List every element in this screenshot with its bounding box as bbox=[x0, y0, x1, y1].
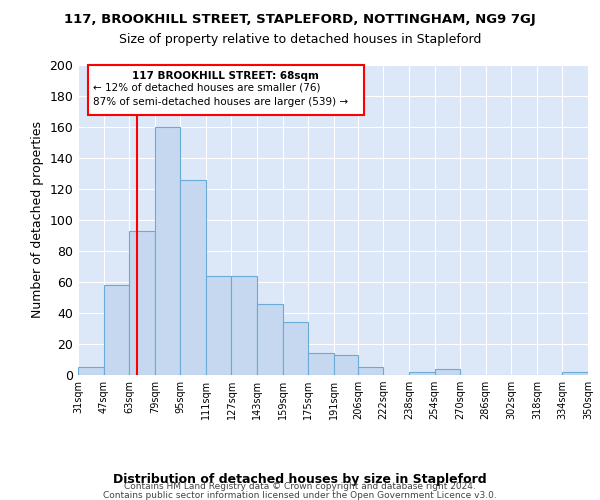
Bar bbox=[283, 322, 308, 375]
Bar bbox=[358, 367, 383, 375]
Text: 117 BROOKHILL STREET: 68sqm: 117 BROOKHILL STREET: 68sqm bbox=[133, 71, 319, 81]
Bar bbox=[104, 285, 129, 375]
Bar bbox=[409, 372, 434, 375]
Bar bbox=[562, 372, 588, 375]
Y-axis label: Number of detached properties: Number of detached properties bbox=[31, 122, 44, 318]
Bar bbox=[155, 127, 181, 375]
Bar bbox=[434, 369, 460, 375]
Bar bbox=[257, 304, 283, 375]
Text: 87% of semi-detached houses are larger (539) →: 87% of semi-detached houses are larger (… bbox=[94, 97, 349, 107]
Text: Contains HM Land Registry data © Crown copyright and database right 2024.: Contains HM Land Registry data © Crown c… bbox=[124, 482, 476, 491]
Bar bbox=[334, 355, 358, 375]
Bar bbox=[78, 367, 104, 375]
Bar bbox=[232, 276, 257, 375]
Text: 117 BROOKHILL STREET: 68sqm: 117 BROOKHILL STREET: 68sqm bbox=[88, 70, 287, 80]
Text: 117, BROOKHILL STREET, STAPLEFORD, NOTTINGHAM, NG9 7GJ: 117, BROOKHILL STREET, STAPLEFORD, NOTTI… bbox=[64, 12, 536, 26]
Bar bbox=[308, 354, 334, 375]
Bar bbox=[129, 231, 155, 375]
Bar bbox=[181, 180, 206, 375]
Bar bbox=[206, 276, 232, 375]
Text: Size of property relative to detached houses in Stapleford: Size of property relative to detached ho… bbox=[119, 34, 481, 46]
Text: Distribution of detached houses by size in Stapleford: Distribution of detached houses by size … bbox=[113, 472, 487, 486]
Bar bbox=[88, 65, 364, 114]
Text: Contains public sector information licensed under the Open Government Licence v3: Contains public sector information licen… bbox=[103, 490, 497, 500]
Text: ← 12% of detached houses are smaller (76): ← 12% of detached houses are smaller (76… bbox=[94, 83, 321, 93]
